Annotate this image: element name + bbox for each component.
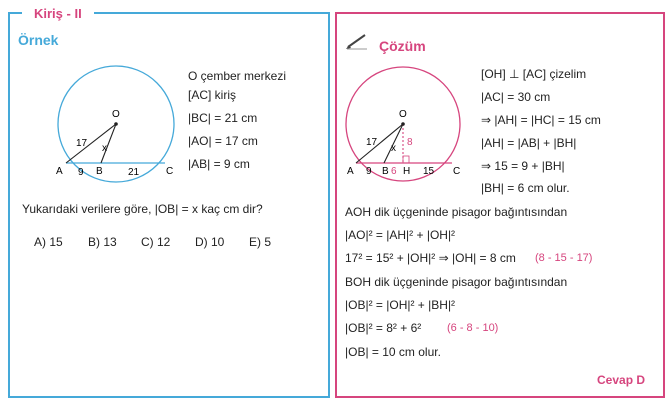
option-a[interactable]: A) 15	[34, 235, 63, 249]
label-c: C	[166, 166, 173, 177]
solution-panel: Çözüm O A B H C 9 6 15 17 x 8 [OH] ⊥ [AC…	[335, 12, 665, 398]
label-ob: x	[391, 143, 396, 154]
label-c: C	[453, 166, 460, 177]
label-oh: 8	[407, 137, 413, 148]
given-4: |AO| = 17 cm	[188, 134, 258, 148]
given-3: |BC| = 21 cm	[188, 111, 258, 125]
label-bh: 6	[391, 166, 397, 177]
example-header: Örnek	[18, 32, 59, 48]
answer-label: Cevap D	[597, 373, 646, 387]
equation-2-note: (8 - 15 - 17)	[535, 252, 593, 264]
option-c[interactable]: C) 12	[141, 235, 171, 249]
label-ao: 17	[76, 138, 88, 149]
segment-ob	[100, 123, 117, 164]
step-6: |BH| = 6 cm olur.	[481, 181, 570, 195]
pencil-icon	[346, 34, 367, 50]
aoh-title: AOH dik üçgeninde pisagor bağıntısından	[345, 205, 568, 219]
label-a: A	[56, 166, 63, 177]
label-ab: 9	[366, 166, 372, 177]
label-hc: 15	[423, 166, 435, 177]
circle	[345, 66, 461, 182]
right-angle-mark	[402, 155, 410, 164]
equation-1: |AO|² = |AH|² + |OH|²	[345, 228, 456, 242]
label-b: B	[96, 166, 103, 177]
equation-4-note: (6 - 8 - 10)	[447, 322, 499, 334]
given-1: O çember merkezi	[188, 69, 287, 83]
label-ab: 9	[78, 167, 84, 178]
segment-ao	[355, 123, 404, 164]
equation-4: |OB|² = 8² + 6²	[345, 321, 422, 335]
question-text: Yukarıdaki verilere göre, |OB| = x kaç c…	[22, 202, 263, 216]
label-ob: x	[102, 143, 107, 154]
equation-2: 17² = 15² + |OH|² ⇒ |OH| = 8 cm	[345, 251, 516, 265]
label-h: H	[403, 166, 410, 177]
equation-5: |OB| = 10 cm olur.	[345, 345, 441, 359]
step-1: [OH] ⊥ [AC] çizelim	[481, 67, 587, 81]
segment-ob	[383, 123, 404, 164]
example-figure: O A B C 9 21 17 x	[56, 65, 175, 183]
label-o: O	[112, 109, 120, 120]
given-5: |AB| = 9 cm	[188, 157, 250, 171]
option-d[interactable]: D) 10	[195, 235, 225, 249]
boh-title: BOH dik üçgeninde pisagor bağıntısından	[345, 275, 568, 289]
solution-header: Çözüm	[379, 38, 426, 54]
step-4: |AH| = |AB| + |BH|	[481, 136, 577, 150]
given-2: [AC] kiriş	[188, 88, 236, 102]
label-ao: 17	[366, 137, 378, 148]
step-5: ⇒ 15 = 9 + |BH|	[481, 159, 565, 173]
step-2: |AC| = 30 cm	[481, 90, 551, 104]
label-a: A	[347, 166, 354, 177]
circle	[57, 65, 175, 183]
option-b[interactable]: B) 13	[88, 235, 117, 249]
segment-ao	[65, 123, 117, 164]
example-panel: Örnek O A B C 9 21 17 x O çember merkezi…	[8, 12, 330, 398]
section-tab: Kiriş - II	[22, 4, 94, 23]
step-3: ⇒ |AH| = |HC| = 15 cm	[481, 113, 601, 127]
equation-3: |OB|² = |OH|² + |BH|²	[345, 298, 456, 312]
label-o: O	[399, 109, 407, 120]
solution-figure: O A B H C 9 6 15 17 x 8	[345, 66, 461, 182]
center-point	[401, 122, 405, 126]
option-e[interactable]: E) 5	[249, 235, 272, 249]
label-b: B	[382, 166, 389, 177]
center-point	[114, 122, 118, 126]
label-bc: 21	[128, 167, 140, 178]
